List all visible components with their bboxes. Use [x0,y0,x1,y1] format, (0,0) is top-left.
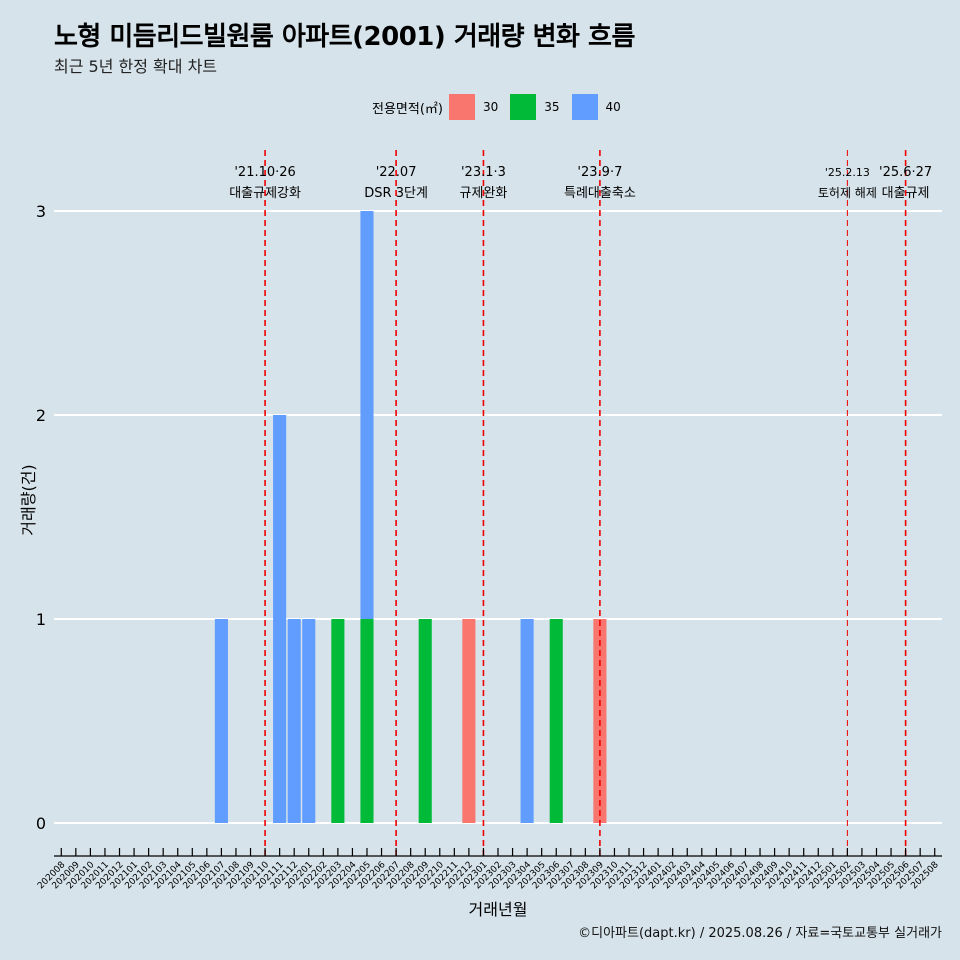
legend-item-30: 30 [448,94,499,120]
legend-swatch-35 [510,94,537,120]
bar-202306-35 [549,619,563,823]
bar-202205-35 [360,619,374,823]
legend-label-40: 40 [605,100,621,114]
annotation-label: 대출규제 [882,186,930,201]
annotation-label: DSR 3단계 [364,186,428,201]
x-axis-label: 거래년월 [469,900,528,919]
bar-202111-40 [273,415,287,823]
y-axis-label: 거래량(건) [19,464,38,535]
bar-202201-40 [302,619,316,823]
bar-202212-30 [462,619,476,823]
y-tick-label: 3 [36,202,46,221]
bar-202205-40 [360,211,374,619]
bar-202304-40 [520,619,534,823]
annotation-label: 특례대출축소 [564,186,636,201]
x-axis: 2020082020092020102020112020122021012021… [36,848,942,891]
annotation-date: '23.1·3 [461,165,506,180]
legend-item-35: 35 [510,94,560,120]
legend-swatch-40 [571,94,598,120]
annotation-date: '25.2.13 [825,166,870,179]
y-tick-label: 2 [36,406,46,425]
chart-subtitle: 최근 5년 한정 확대 차트 [54,57,218,76]
annotation-date: '23.9·7 [577,165,622,180]
bar-202112-40 [287,619,301,823]
bar-202209-35 [418,619,432,823]
legend-label-35: 35 [544,100,560,114]
legend-swatch-30 [448,94,475,120]
annotation-date: '21.10·26 [234,165,295,180]
bars [214,211,607,823]
annotation-label: 대출규제강화 [229,186,301,201]
bar-202107-40 [214,619,228,823]
legend-title: 전용면적(㎡) [372,101,443,117]
legend-label-30: 30 [482,100,499,114]
legend: 전용면적(㎡) 30 35 40 [372,94,633,120]
y-tick-label: 0 [36,814,46,833]
annotation-date: '25.6·27 [879,165,932,180]
annotation-label: 규제완화 [460,186,508,201]
y-axis: 0 1 2 3 [36,202,46,833]
y-tick-label: 1 [36,610,46,629]
bar-202203-35 [331,619,345,823]
policy-annotations: '21.10·26 대출규제강화 '22.07 DSR 3단계 '23.1·3 규제완화 '… [229,150,932,856]
grid-lines [54,210,942,824]
chart-title: 노형 미듬리드빌원룸 아파트(2001) 거래량 변화 흐름 [54,22,635,52]
annotation-label: 토허제 해제 [818,186,877,200]
legend-item-40: 40 [571,94,621,120]
annotation-date: '22.07 [376,165,417,180]
source-caption: ©디아파트(dapt.kr) / 2025.08.26 / 자료=국토교통부 실… [578,926,942,941]
